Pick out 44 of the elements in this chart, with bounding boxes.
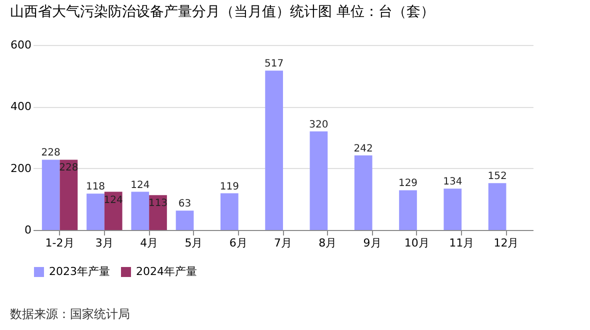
x-tick-label: 9月 (363, 236, 382, 250)
legend-label: 2024年产量 (136, 265, 197, 278)
legend-label: 2023年产量 (49, 265, 110, 278)
x-tick-label: 3月 (95, 236, 114, 250)
x-tick-label: 10月 (404, 236, 430, 250)
y-tick-label: 600 (10, 38, 32, 52)
bar (220, 193, 238, 230)
x-tick-label: 8月 (318, 236, 337, 250)
data-label: 228 (41, 148, 60, 159)
bar (60, 160, 78, 230)
bar (86, 194, 104, 230)
bar (131, 192, 150, 230)
bar (399, 190, 417, 230)
x-tick-label: 7月 (274, 236, 292, 250)
bar (354, 155, 372, 230)
y-tick-label: 400 (10, 100, 32, 114)
bar (444, 188, 462, 230)
data-label: 119 (220, 181, 239, 192)
data-label: 63 (178, 198, 192, 210)
x-tick-label: 1-2月 (45, 236, 74, 250)
y-tick-label: 0 (24, 224, 32, 236)
data-label: 320 (309, 119, 328, 130)
bar (149, 195, 167, 230)
x-tick-label: 6月 (229, 236, 248, 250)
data-label: 129 (398, 178, 418, 190)
bar (42, 160, 60, 230)
chart-title: 山西省大气污染防治设备产量分月（当月值）统计图 单位：台（套） (10, 4, 434, 20)
bar (310, 131, 328, 230)
bar (488, 183, 506, 230)
data-label: 124 (130, 180, 150, 191)
data-label: 118 (86, 182, 106, 193)
x-tick-label: 4月 (140, 236, 158, 250)
bar (176, 210, 194, 230)
data-label: 242 (354, 143, 373, 154)
x-tick-label: 5月 (184, 236, 203, 250)
y-tick-label: 200 (10, 162, 32, 175)
bar (265, 70, 283, 230)
data-label: 134 (443, 176, 462, 188)
source-note: 数据来源：国家统计局 (10, 306, 130, 323)
data-label: 152 (488, 171, 507, 182)
data-label: 113 (148, 198, 168, 210)
x-tick-label: 12月 (494, 236, 519, 250)
data-label: 517 (264, 58, 284, 70)
x-tick-label: 11月 (449, 236, 474, 250)
